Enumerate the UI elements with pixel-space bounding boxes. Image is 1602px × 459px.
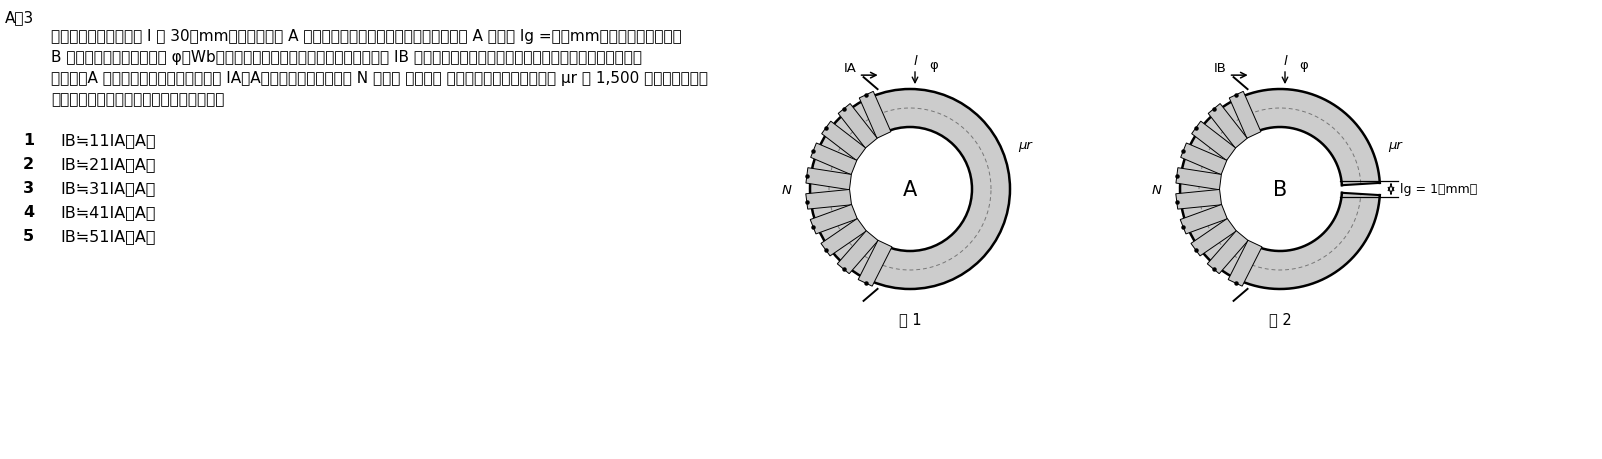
Text: A－3: A－3 xyxy=(5,10,34,25)
Polygon shape xyxy=(838,231,878,274)
Text: 4: 4 xyxy=(22,205,34,219)
Polygon shape xyxy=(806,168,851,190)
Text: B の中に生ずる磁束が共に φ〔Wb〕で等しいとき、図２のコイルに流す電流 IB を表す近似式として、正しいものを下の番号から選べ。: B の中に生ずる磁束が共に φ〔Wb〕で等しいとき、図２のコイルに流す電流 IB… xyxy=(51,50,642,65)
Polygon shape xyxy=(1181,205,1227,235)
Text: IB≒41IA〔A〕: IB≒41IA〔A〕 xyxy=(59,205,155,219)
Polygon shape xyxy=(1229,92,1261,139)
Polygon shape xyxy=(1229,241,1262,286)
Polygon shape xyxy=(1192,122,1235,161)
Text: IB: IB xyxy=(1214,62,1227,75)
Text: IB≒51IA〔A〕: IB≒51IA〔A〕 xyxy=(59,229,155,243)
Text: 磁気飽和及び漏れ磁束はないものとする。: 磁気飽和及び漏れ磁束はないものとする。 xyxy=(51,92,224,106)
Polygon shape xyxy=(859,92,891,139)
Text: 図 2: 図 2 xyxy=(1269,311,1291,326)
Polygon shape xyxy=(1181,90,1379,289)
Text: B: B xyxy=(1274,179,1286,200)
Text: IA: IA xyxy=(844,62,857,75)
Text: l: l xyxy=(913,55,916,68)
Polygon shape xyxy=(806,190,852,210)
Polygon shape xyxy=(1181,144,1227,175)
Circle shape xyxy=(847,128,972,252)
Circle shape xyxy=(811,90,1009,289)
Text: IB≒21IA〔A〕: IB≒21IA〔A〕 xyxy=(59,157,155,172)
Text: 図 1: 図 1 xyxy=(899,311,921,326)
Polygon shape xyxy=(811,205,857,235)
Text: 5: 5 xyxy=(22,229,34,243)
Polygon shape xyxy=(859,241,892,286)
Text: l: l xyxy=(1283,55,1286,68)
Polygon shape xyxy=(1190,219,1237,256)
Text: ただし、A に巻くコイルに流れる電流を IA〔A〕とし、コイルの巻数 N は図１ 及び図２ で等しく、鉄心の比透磁率 μr を 1,500 とする。また、: ただし、A に巻くコイルに流れる電流を IA〔A〕とし、コイルの巻数 N は図１… xyxy=(51,71,708,86)
Polygon shape xyxy=(820,219,867,256)
Text: IB≒31IA〔A〕: IB≒31IA〔A〕 xyxy=(59,180,155,196)
Text: μr: μr xyxy=(1017,138,1032,151)
Text: 3: 3 xyxy=(22,180,34,196)
Text: 2: 2 xyxy=(22,157,34,172)
Polygon shape xyxy=(811,144,857,175)
Text: 1: 1 xyxy=(22,133,34,148)
Polygon shape xyxy=(1176,168,1221,190)
Polygon shape xyxy=(838,104,878,149)
Polygon shape xyxy=(1176,190,1221,210)
Text: N: N xyxy=(782,183,791,196)
Polygon shape xyxy=(1208,104,1248,149)
Text: 図１に示す平均磁路長 l が 30〔mm〕の環状鉄心 A の中に生ずる磁束と、図２に示すように A に空隙 lg =１〔mm〕を設けた環状鉄心: 図１に示す平均磁路長 l が 30〔mm〕の環状鉄心 A の中に生ずる磁束と、図… xyxy=(51,29,682,44)
Text: μr: μr xyxy=(1387,138,1402,151)
Text: A: A xyxy=(904,179,916,200)
Polygon shape xyxy=(1208,231,1248,274)
Text: N: N xyxy=(1152,183,1161,196)
Text: φ: φ xyxy=(1299,59,1307,72)
Polygon shape xyxy=(822,122,865,161)
Text: IB≒11IA〔A〕: IB≒11IA〔A〕 xyxy=(59,133,155,148)
Text: φ: φ xyxy=(929,59,937,72)
Text: lg = 1〔mm〕: lg = 1〔mm〕 xyxy=(1400,183,1477,196)
